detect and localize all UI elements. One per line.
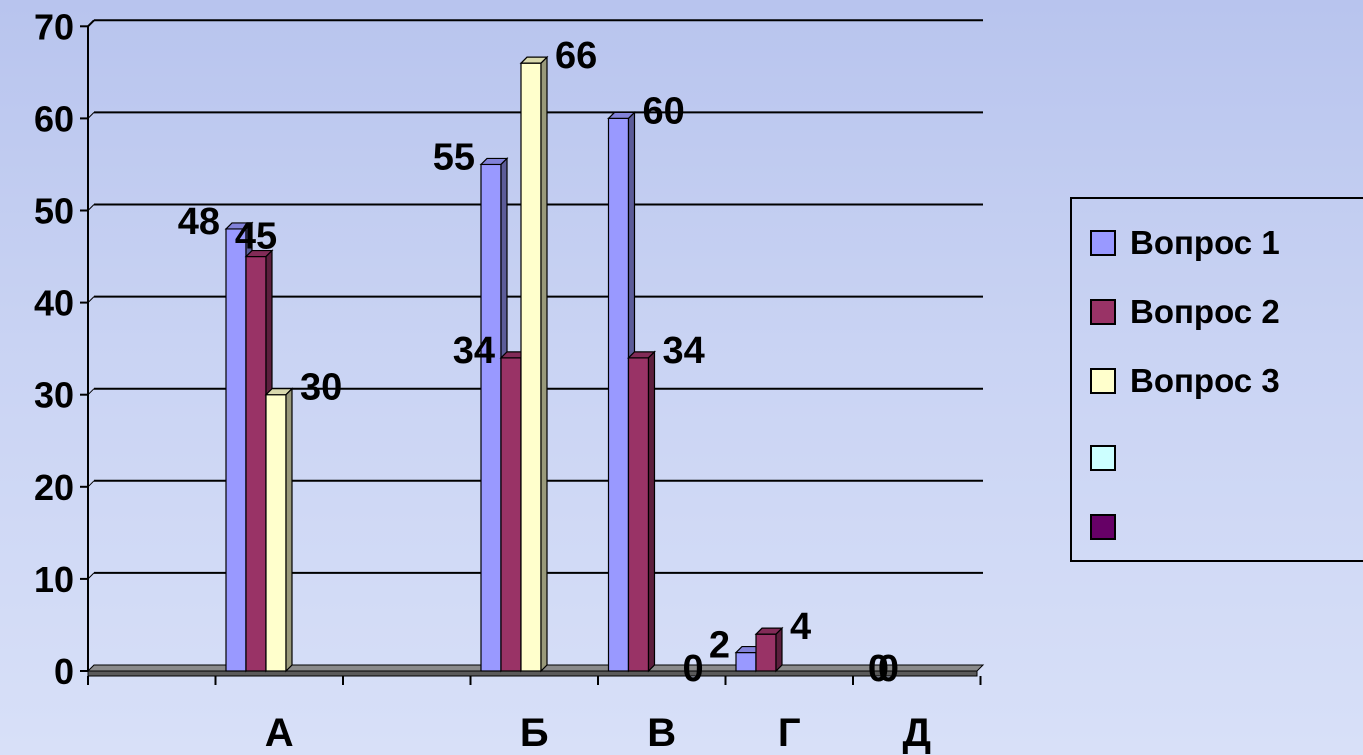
data-label: 30 — [300, 367, 342, 409]
data-label: 60 — [643, 90, 685, 132]
data-label: 0 — [878, 648, 899, 690]
legend-label: Вопрос 2 — [1130, 293, 1280, 330]
data-label: 34 — [663, 330, 705, 372]
y-tick-label: 0 — [54, 651, 74, 692]
x-tick-label: Д — [903, 711, 932, 755]
y-tick-label: 30 — [34, 375, 74, 416]
data-label: 2 — [709, 625, 730, 667]
legend: Вопрос 1 Вопрос 2 Вопрос 3 — [1070, 197, 1363, 562]
y-tick-label: 50 — [34, 191, 74, 232]
bar — [627, 350, 656, 673]
y-tick-label: 10 — [34, 559, 74, 600]
x-tick-label: А — [265, 711, 294, 755]
legend-label: Вопрос 3 — [1130, 362, 1280, 399]
legend-item — [1090, 507, 1130, 547]
legend-swatch — [1090, 230, 1116, 256]
y-tick-label: 20 — [34, 467, 74, 508]
x-axis: А Б В Г Д — [87, 676, 982, 755]
y-tick-label: 60 — [34, 98, 74, 139]
legend-label: Вопрос 1 — [1130, 224, 1280, 261]
data-label: 55 — [433, 136, 475, 178]
data-label: 0 — [683, 648, 704, 690]
legend-item: Вопрос 1 — [1090, 223, 1280, 263]
y-tick-label: 70 — [34, 6, 74, 47]
y-axis-top — [87, 19, 95, 28]
data-label: 34 — [453, 330, 495, 372]
data-label: 0 — [868, 648, 889, 690]
bars — [224, 55, 784, 673]
floor-front — [87, 670, 978, 677]
legend-swatch — [1090, 514, 1116, 540]
data-label: 66 — [555, 35, 597, 77]
legend-item — [1090, 438, 1130, 478]
x-tick-label: Б — [520, 711, 549, 755]
legend-item: Вопрос 2 — [1090, 292, 1280, 332]
legend-swatch — [1090, 299, 1116, 325]
y-tick-label: 40 — [34, 283, 74, 324]
data-label: 4 — [790, 606, 811, 648]
bar — [264, 387, 294, 673]
legend-item: Вопрос 3 — [1090, 361, 1280, 401]
data-label: 45 — [235, 216, 277, 258]
y-axis-ticks: 0 10 20 30 40 50 60 70 — [34, 6, 95, 692]
x-tick-label: В — [647, 711, 676, 755]
x-tick-label: Г — [778, 711, 801, 755]
legend-swatch — [1090, 368, 1116, 394]
legend-swatch — [1090, 445, 1116, 471]
data-label: 48 — [178, 201, 220, 243]
bar — [754, 626, 784, 673]
bar — [519, 55, 549, 673]
